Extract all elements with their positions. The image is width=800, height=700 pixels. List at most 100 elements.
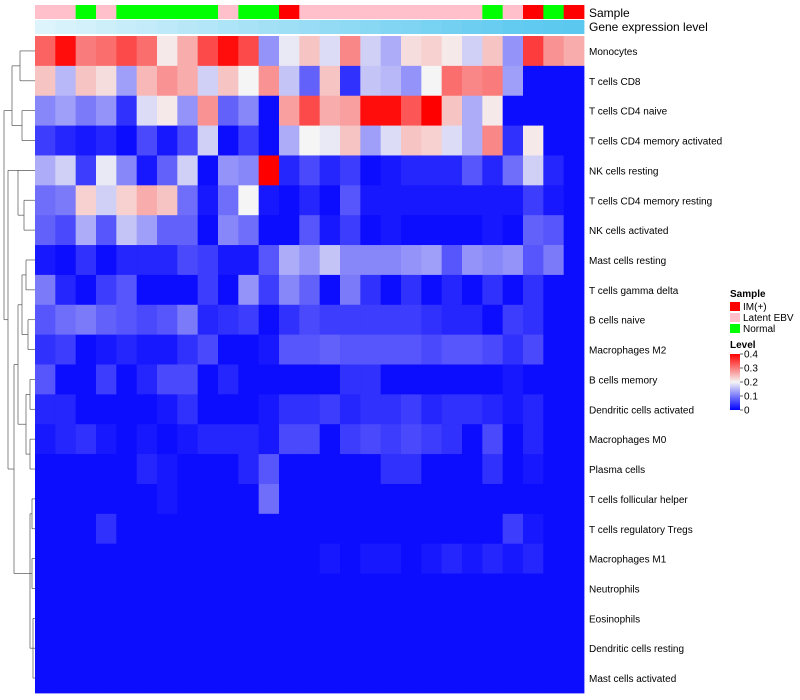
gene-expression-annotation-cell bbox=[523, 20, 544, 34]
row-label: Dendritic cells activated bbox=[589, 405, 694, 416]
heatmap-cell bbox=[421, 424, 443, 455]
heatmap-cell bbox=[462, 125, 483, 156]
heatmap-cell bbox=[35, 483, 56, 515]
heatmap-cell bbox=[421, 95, 443, 126]
heatmap-cell bbox=[177, 573, 199, 604]
heatmap-cell bbox=[482, 573, 504, 604]
heatmap-cell bbox=[441, 334, 463, 365]
heatmap-cell bbox=[75, 245, 97, 276]
heatmap-cell bbox=[421, 36, 443, 67]
heatmap-cell bbox=[482, 543, 504, 574]
heatmap-cell bbox=[380, 394, 402, 425]
heatmap-cell bbox=[136, 155, 158, 186]
heatmap-cell bbox=[238, 215, 260, 246]
heatmap-cell bbox=[340, 543, 361, 574]
heatmap-cell bbox=[96, 543, 117, 574]
heatmap-cell bbox=[299, 633, 321, 664]
heatmap-cell bbox=[197, 36, 219, 67]
heatmap-cell bbox=[441, 304, 463, 336]
heatmap-cell bbox=[523, 483, 544, 515]
heatmap-cell bbox=[421, 274, 443, 306]
gene-expression-annotation-cell bbox=[218, 20, 239, 34]
heatmap-cell bbox=[502, 245, 524, 276]
heatmap-cell bbox=[421, 185, 443, 216]
heatmap-cell bbox=[482, 36, 504, 67]
row-label: Macrophages M0 bbox=[589, 435, 667, 446]
heatmap-cell bbox=[218, 603, 239, 634]
row-dendrogram bbox=[3, 50, 35, 679]
heatmap-cell bbox=[563, 36, 585, 67]
heatmap-cell bbox=[238, 364, 260, 395]
legend-swatch-latent-ebv bbox=[730, 313, 740, 322]
heatmap-cell bbox=[563, 454, 585, 485]
heatmap-cell bbox=[96, 364, 117, 395]
heatmap-cell bbox=[421, 65, 443, 97]
heatmap-cell bbox=[319, 483, 341, 515]
heatmap-cell bbox=[441, 364, 463, 395]
heatmap-cell bbox=[421, 633, 443, 664]
heatmap-cell bbox=[482, 215, 504, 246]
row-label: B cells memory bbox=[589, 375, 657, 386]
sample-annotation-cell bbox=[55, 5, 77, 19]
heatmap-cell bbox=[401, 603, 422, 634]
heatmap-cell bbox=[279, 364, 300, 395]
heatmap-cell bbox=[75, 334, 97, 365]
heatmap-cell bbox=[441, 663, 463, 694]
heatmap-cell bbox=[75, 304, 97, 336]
heatmap-cell bbox=[75, 125, 97, 156]
sample-legend-title: Sample bbox=[730, 289, 766, 300]
heatmap-cell bbox=[482, 304, 504, 336]
heatmap-cell bbox=[279, 65, 300, 97]
heatmap-cell bbox=[96, 155, 117, 186]
heatmap-cell bbox=[35, 573, 56, 604]
heatmap-cell bbox=[136, 36, 158, 67]
heatmap-cell bbox=[543, 334, 565, 365]
heatmap-cell bbox=[360, 603, 382, 634]
heatmap-cell bbox=[563, 424, 585, 455]
heatmap-cell bbox=[279, 424, 300, 455]
heatmap-cell bbox=[482, 513, 504, 545]
heatmap-cell bbox=[157, 424, 178, 455]
heatmap-cell bbox=[380, 125, 402, 156]
row-label: Mast cells activated bbox=[589, 674, 676, 685]
heatmap-cell bbox=[380, 185, 402, 216]
heatmap-cell bbox=[116, 603, 138, 634]
heatmap-cell bbox=[401, 364, 422, 395]
heatmap-cell bbox=[157, 513, 178, 545]
heatmap-cell bbox=[502, 394, 524, 425]
row-label: T cells CD4 memory activated bbox=[589, 137, 722, 148]
heatmap-cell bbox=[55, 663, 77, 694]
heatmap-cell bbox=[157, 245, 178, 276]
heatmap-cell bbox=[299, 454, 321, 485]
heatmap-cell bbox=[421, 573, 443, 604]
gene-expression-annotation-cell bbox=[116, 20, 138, 34]
heatmap-cell bbox=[157, 454, 178, 485]
heatmap-cell bbox=[136, 424, 158, 455]
sample-annotation-track bbox=[35, 5, 585, 19]
heatmap-cell bbox=[462, 185, 483, 216]
heatmap-cell bbox=[136, 454, 158, 485]
heatmap-cell bbox=[35, 513, 56, 545]
heatmap-cell bbox=[96, 125, 117, 156]
heatmap-cell bbox=[543, 245, 565, 276]
heatmap-cell bbox=[116, 394, 138, 425]
heatmap-cell bbox=[157, 65, 178, 97]
heatmap-cell bbox=[401, 483, 422, 515]
heatmap-cell bbox=[319, 245, 341, 276]
heatmap-cell bbox=[157, 573, 178, 604]
heatmap-cell bbox=[258, 573, 280, 604]
heatmap-cell bbox=[523, 274, 544, 306]
heatmap-cell bbox=[340, 155, 361, 186]
sample-annotation-cell bbox=[441, 5, 463, 19]
heatmap-cell bbox=[258, 215, 280, 246]
heatmap-cell bbox=[502, 633, 524, 664]
heatmap-cell bbox=[441, 95, 463, 126]
heatmap-cell bbox=[35, 454, 56, 485]
heatmap-cell bbox=[462, 573, 483, 604]
heatmap-cell bbox=[563, 245, 585, 276]
heatmap-cell bbox=[441, 513, 463, 545]
heatmap-cell bbox=[35, 424, 56, 455]
heatmap-cell bbox=[462, 513, 483, 545]
legend-label-im: IM(+) bbox=[743, 302, 767, 313]
heatmap-cell bbox=[401, 394, 422, 425]
